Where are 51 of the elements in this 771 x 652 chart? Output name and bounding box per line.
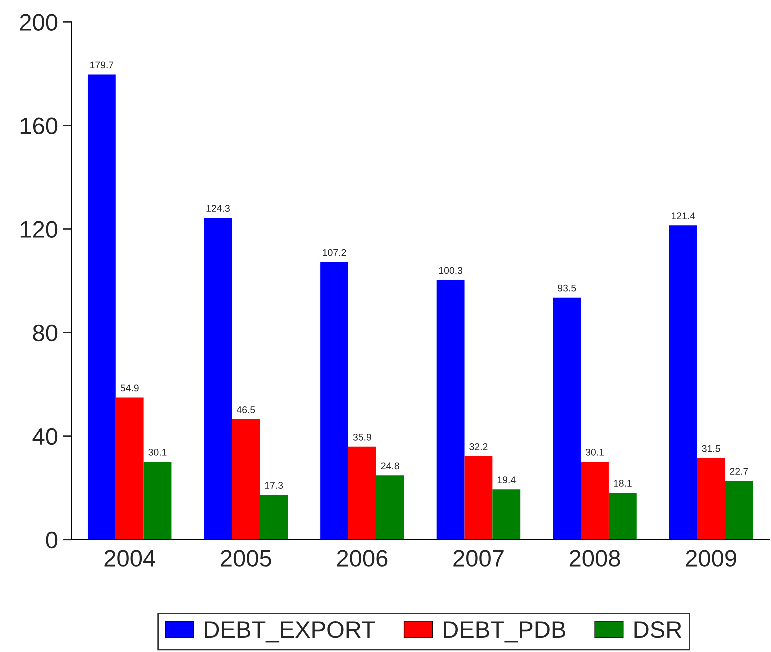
bar <box>232 419 260 540</box>
data-label: 35.9 <box>353 434 372 441</box>
data-label: 17.3 <box>265 482 284 489</box>
legend-label: DEBT_EXPORT <box>205 622 376 643</box>
x-tick-label: 2008 <box>570 550 620 567</box>
data-label: 24.8 <box>381 462 400 470</box>
data-label: 100.3 <box>439 267 463 274</box>
legend-label: DSR <box>634 622 682 638</box>
data-label: 19.4 <box>498 476 516 484</box>
bar <box>88 74 116 540</box>
bar <box>492 490 521 540</box>
data-label: 54.9 <box>120 384 139 392</box>
bar <box>204 218 232 540</box>
data-label: 121.4 <box>672 212 696 220</box>
bar <box>260 495 288 540</box>
y-tick-label: 80 <box>33 324 58 342</box>
x-tick-label: 2006 <box>337 550 388 567</box>
bar <box>697 458 726 540</box>
x-tick-label: 2007 <box>454 550 504 567</box>
y-tick-label: 40 <box>32 428 58 446</box>
bar <box>581 462 609 540</box>
bar <box>348 446 376 540</box>
data-label: 124.3 <box>206 205 230 212</box>
x-tick-label: 2004 <box>104 550 156 567</box>
y-tick-label: 200 <box>20 14 58 31</box>
bar <box>725 481 754 540</box>
bar <box>144 462 172 540</box>
x-tick-label: 2005 <box>221 550 272 567</box>
data-label: 30.1 <box>586 448 604 456</box>
bar <box>464 456 493 540</box>
bar <box>553 298 582 540</box>
legend-label: DEBT_PDB <box>444 622 566 643</box>
bar <box>436 280 465 540</box>
bar <box>608 493 637 540</box>
y-tick-label: 0 <box>46 532 58 549</box>
data-label: 31.5 <box>702 445 720 452</box>
bar <box>376 476 404 540</box>
y-tick-label: 160 <box>20 118 58 134</box>
data-label: 30.1 <box>148 448 167 456</box>
bar <box>116 398 144 540</box>
data-label: 46.5 <box>236 406 256 414</box>
data-label: 107.2 <box>323 249 346 256</box>
bar <box>669 226 698 540</box>
y-tick-label: 120 <box>20 221 58 238</box>
data-label: 93.5 <box>558 284 576 292</box>
data-label: 32.2 <box>470 444 488 450</box>
data-label: 179.7 <box>90 62 114 69</box>
x-tick-label: 2009 <box>686 550 736 567</box>
data-label: 18.1 <box>614 480 632 487</box>
data-label: 22.7 <box>730 468 748 475</box>
bar <box>320 262 348 540</box>
